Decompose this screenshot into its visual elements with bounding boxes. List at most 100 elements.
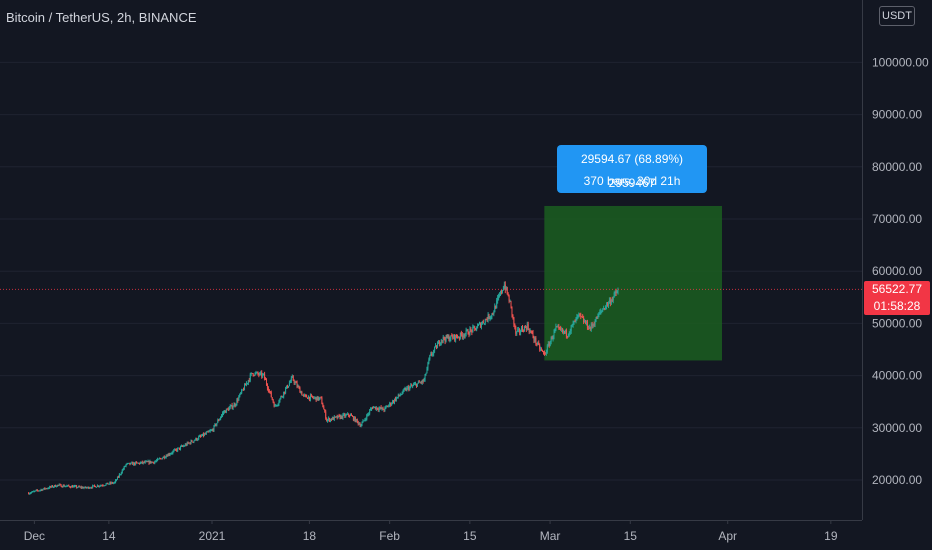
candle-body xyxy=(538,342,540,345)
candle-body xyxy=(542,351,544,353)
candle-body xyxy=(175,449,177,451)
price-tick-label: 60000.00 xyxy=(872,264,922,278)
candle-body xyxy=(303,394,305,396)
candle-body xyxy=(328,418,330,420)
candle-body xyxy=(67,485,69,487)
symbol-title[interactable]: Bitcoin / TetherUS, 2h, BINANCE xyxy=(6,10,197,25)
candle-body xyxy=(402,389,404,394)
candle-body xyxy=(425,373,427,375)
candle-body xyxy=(529,330,531,333)
time-tick-label: 15 xyxy=(624,529,638,543)
candle-body xyxy=(539,344,541,350)
candle-body xyxy=(75,485,77,488)
candle-body xyxy=(555,326,557,330)
candle-body xyxy=(183,445,185,447)
candle-body xyxy=(248,380,250,382)
candle-body xyxy=(477,325,479,329)
candle-body xyxy=(293,380,295,384)
candle-body xyxy=(171,453,173,455)
candle-body xyxy=(416,383,418,387)
candle-body xyxy=(41,489,43,491)
candle-body xyxy=(507,293,509,296)
candle-body xyxy=(191,440,193,442)
candle-body xyxy=(511,306,513,315)
candle-body xyxy=(343,414,345,416)
candle-body xyxy=(86,487,88,489)
candle-body xyxy=(313,397,315,399)
candle-body xyxy=(576,317,578,319)
candle-body xyxy=(74,485,76,487)
candle-body xyxy=(512,314,514,318)
candle-body xyxy=(468,334,470,336)
candle-body xyxy=(378,408,380,411)
candle-body xyxy=(138,462,140,464)
candle-body xyxy=(270,392,272,398)
candle-body xyxy=(445,335,447,342)
candle-body xyxy=(72,486,74,488)
candle-body xyxy=(233,404,235,407)
candle-body xyxy=(376,407,378,410)
candle-body xyxy=(479,323,481,325)
candle-body xyxy=(540,349,542,351)
candle-body xyxy=(32,491,34,493)
candle-body xyxy=(351,414,353,416)
candle-body xyxy=(367,414,369,416)
candle-body xyxy=(379,407,381,409)
measure-bars-label: 370 bars, 30d 21h xyxy=(583,174,681,188)
candle-body xyxy=(81,487,83,489)
candle-body xyxy=(151,461,153,463)
candle-body xyxy=(519,329,521,333)
candle-body xyxy=(466,330,468,332)
candle-body xyxy=(438,341,440,345)
candle-body xyxy=(457,337,459,339)
candle-body xyxy=(461,334,463,338)
candle-body xyxy=(353,417,355,421)
candle-body xyxy=(149,461,151,464)
candle-body xyxy=(216,422,218,426)
candle-body xyxy=(185,444,187,446)
candle-body xyxy=(527,324,529,329)
candle-body xyxy=(383,409,385,411)
currency-badge[interactable]: USDT xyxy=(879,6,915,26)
candle-body xyxy=(481,321,483,325)
candle-body xyxy=(192,441,194,443)
candle-body xyxy=(548,343,550,346)
candle-body xyxy=(285,388,287,393)
candle-body xyxy=(319,397,321,399)
candle-body xyxy=(412,385,414,387)
candle-body xyxy=(597,314,599,319)
candle-body xyxy=(338,415,340,417)
candle-body xyxy=(469,328,471,335)
candle-body xyxy=(380,407,382,409)
candle-body xyxy=(54,485,56,487)
candle-body xyxy=(215,424,217,426)
candle-body xyxy=(575,317,577,323)
candle-body xyxy=(82,487,84,489)
candle-body xyxy=(363,420,365,422)
candle-body xyxy=(542,350,544,352)
candle-body xyxy=(417,381,419,384)
candle-body xyxy=(583,317,585,323)
candle-body xyxy=(331,417,333,420)
candle-body xyxy=(56,484,58,487)
candle-body xyxy=(302,394,304,396)
candle-body xyxy=(49,486,51,489)
candle-body xyxy=(603,308,605,310)
candle-body xyxy=(572,322,574,325)
time-tick-label: 2021 xyxy=(199,529,226,543)
candle-body xyxy=(242,389,244,391)
candle-body xyxy=(139,462,141,464)
candle-body xyxy=(116,476,118,480)
candle-body xyxy=(57,484,59,486)
candle-body xyxy=(244,384,246,391)
candle-body xyxy=(426,368,428,374)
candle-body xyxy=(173,450,175,452)
candle-body xyxy=(456,334,458,337)
candle-body xyxy=(83,487,85,489)
candle-body xyxy=(368,413,370,415)
candle-body xyxy=(180,446,182,450)
candle-body xyxy=(268,391,270,393)
candle-body xyxy=(578,313,580,315)
candle-body xyxy=(87,486,89,488)
